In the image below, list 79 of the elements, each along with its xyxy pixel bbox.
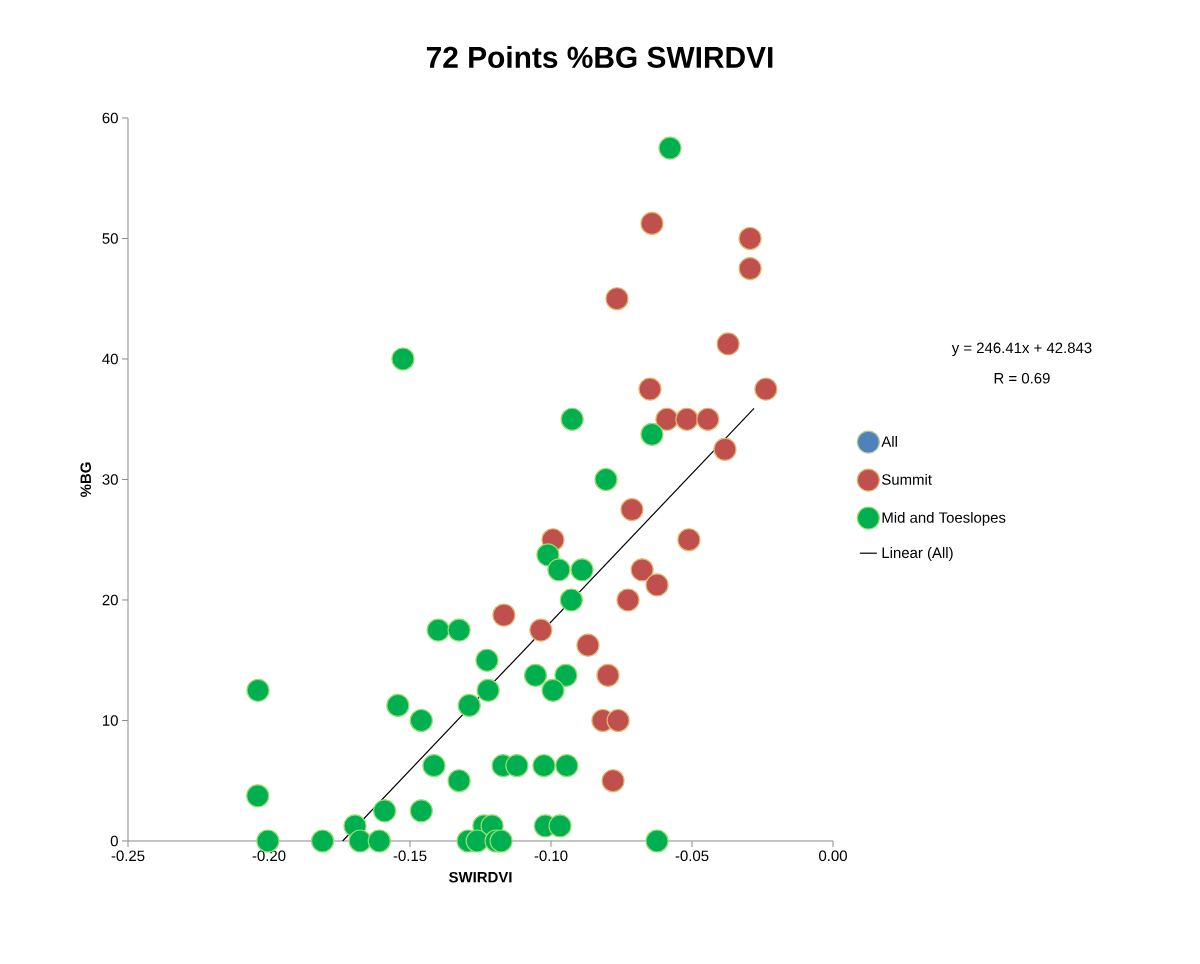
point bbox=[426, 618, 450, 642]
point bbox=[505, 754, 529, 778]
point bbox=[570, 558, 594, 582]
point bbox=[536, 543, 560, 567]
point bbox=[529, 618, 553, 642]
chart-title: 72 Points %BG SWIRDVI bbox=[426, 46, 773, 68]
point bbox=[532, 754, 556, 778]
legend-label: All bbox=[881, 435, 897, 447]
point bbox=[547, 558, 571, 582]
point bbox=[677, 528, 701, 552]
point bbox=[409, 708, 433, 733]
point bbox=[523, 663, 548, 687]
x-tick-label: -0.10 bbox=[534, 850, 568, 862]
point bbox=[640, 211, 664, 236]
x-tick-label: -0.15 bbox=[393, 850, 427, 862]
point bbox=[696, 407, 720, 431]
point bbox=[367, 829, 391, 853]
x-tick-label: 0.00 bbox=[819, 850, 847, 862]
point bbox=[713, 437, 737, 461]
text: R = 0.69 bbox=[994, 372, 1050, 384]
x-axis-title: SWIRDVI bbox=[448, 871, 512, 883]
point bbox=[630, 558, 654, 582]
legend-label: Mid and Toeslopes bbox=[882, 511, 1006, 526]
point bbox=[620, 498, 644, 522]
point bbox=[738, 257, 762, 281]
point bbox=[246, 784, 270, 808]
point bbox=[675, 407, 699, 431]
text: y = 246.41x + 42.843 bbox=[951, 342, 1092, 357]
point bbox=[492, 603, 516, 627]
point bbox=[541, 678, 565, 702]
point bbox=[560, 407, 584, 431]
x-tick-label: -0.05 bbox=[675, 850, 709, 862]
point bbox=[457, 693, 481, 718]
legend-label: Summit bbox=[882, 473, 932, 485]
point bbox=[475, 648, 499, 672]
point bbox=[559, 588, 583, 612]
point bbox=[422, 754, 446, 778]
point bbox=[596, 663, 620, 687]
point bbox=[640, 422, 664, 446]
y-tick-label: 30 bbox=[102, 474, 118, 485]
point bbox=[310, 829, 335, 853]
point bbox=[476, 678, 500, 702]
point bbox=[554, 663, 578, 687]
point bbox=[246, 678, 270, 702]
point bbox=[638, 377, 662, 401]
point bbox=[373, 799, 397, 823]
y-tick-label: 10 bbox=[103, 715, 118, 726]
point bbox=[391, 347, 415, 371]
point bbox=[386, 693, 410, 718]
point bbox=[348, 829, 372, 853]
point bbox=[645, 573, 669, 597]
point bbox=[616, 588, 640, 612]
point bbox=[658, 136, 682, 160]
point bbox=[606, 708, 630, 733]
y-tick-label: 20 bbox=[102, 594, 118, 606]
point bbox=[489, 829, 513, 853]
y-tick-label: 50 bbox=[102, 233, 118, 244]
y-tick-label: 0 bbox=[110, 835, 118, 847]
point bbox=[716, 332, 740, 356]
point bbox=[738, 226, 762, 251]
point bbox=[576, 633, 600, 657]
point bbox=[447, 618, 471, 642]
y-tick-label: 60 bbox=[102, 112, 118, 124]
point bbox=[645, 829, 669, 853]
point bbox=[447, 769, 471, 793]
point bbox=[601, 769, 625, 793]
x-tick-label: -0.25 bbox=[111, 850, 145, 862]
point bbox=[754, 377, 778, 401]
legend-label: Linear (All) bbox=[882, 547, 953, 561]
x-tick-label: -0.20 bbox=[252, 850, 286, 862]
point bbox=[555, 754, 579, 778]
y-tick-label: 40 bbox=[102, 353, 118, 365]
point bbox=[548, 814, 572, 838]
point bbox=[594, 467, 618, 492]
point bbox=[409, 799, 433, 823]
point bbox=[605, 287, 629, 311]
point bbox=[465, 829, 489, 853]
point bbox=[655, 407, 679, 431]
y-axis-title: %BG bbox=[80, 462, 92, 497]
